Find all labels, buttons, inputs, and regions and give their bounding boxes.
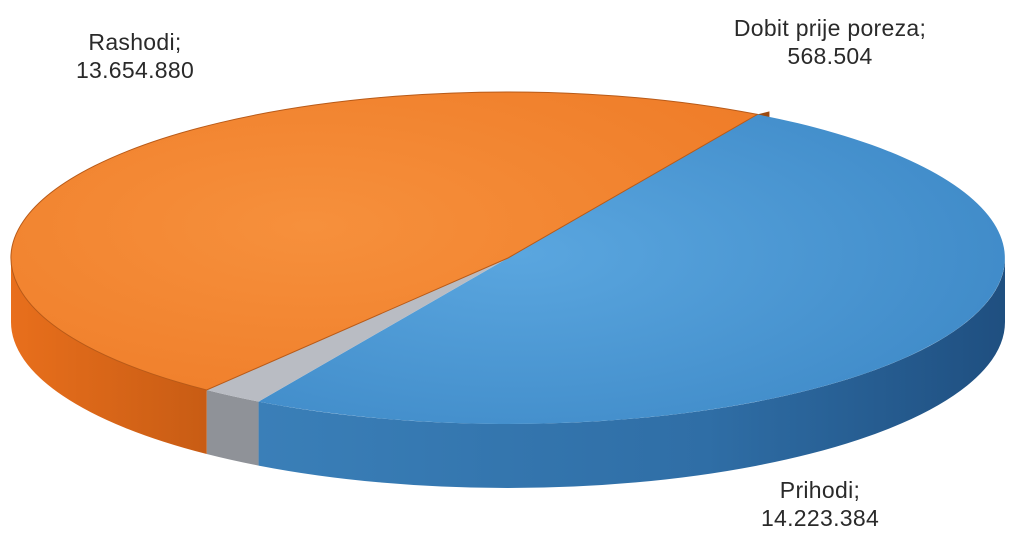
label-dobit-value: 568.504 — [787, 43, 873, 69]
slice-side-rashodi — [11, 258, 207, 455]
label-dobit-prije-poreza: Dobit prije poreza; 568.504 — [710, 14, 950, 70]
label-rashodi-name: Rashodi; — [88, 29, 182, 55]
slice-rashodi — [10, 91, 759, 391]
slice-dobit-prije-poreza — [206, 258, 508, 402]
label-prihodi: Prihodi; 14.223.384 — [720, 476, 920, 532]
label-rashodi: Rashodi; 13.654.880 — [40, 28, 230, 84]
slice-prihodi — [258, 114, 1005, 424]
label-prihodi-name: Prihodi; — [779, 477, 861, 503]
slice-side-dobit-prije-poreza — [206, 390, 259, 466]
label-dobit-name: Dobit prije poreza; — [733, 15, 927, 41]
label-prihodi-value: 14.223.384 — [760, 505, 880, 531]
label-rashodi-value: 13.654.880 — [75, 57, 195, 83]
slice-side-prihodi — [258, 258, 1005, 488]
